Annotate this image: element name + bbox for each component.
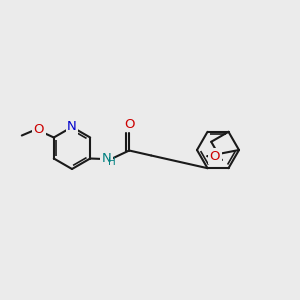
Text: N: N (67, 121, 77, 134)
Text: H: H (108, 157, 116, 167)
Text: O: O (34, 123, 44, 136)
Text: O: O (124, 118, 134, 130)
Text: O: O (210, 150, 220, 163)
Text: N: N (101, 152, 111, 166)
